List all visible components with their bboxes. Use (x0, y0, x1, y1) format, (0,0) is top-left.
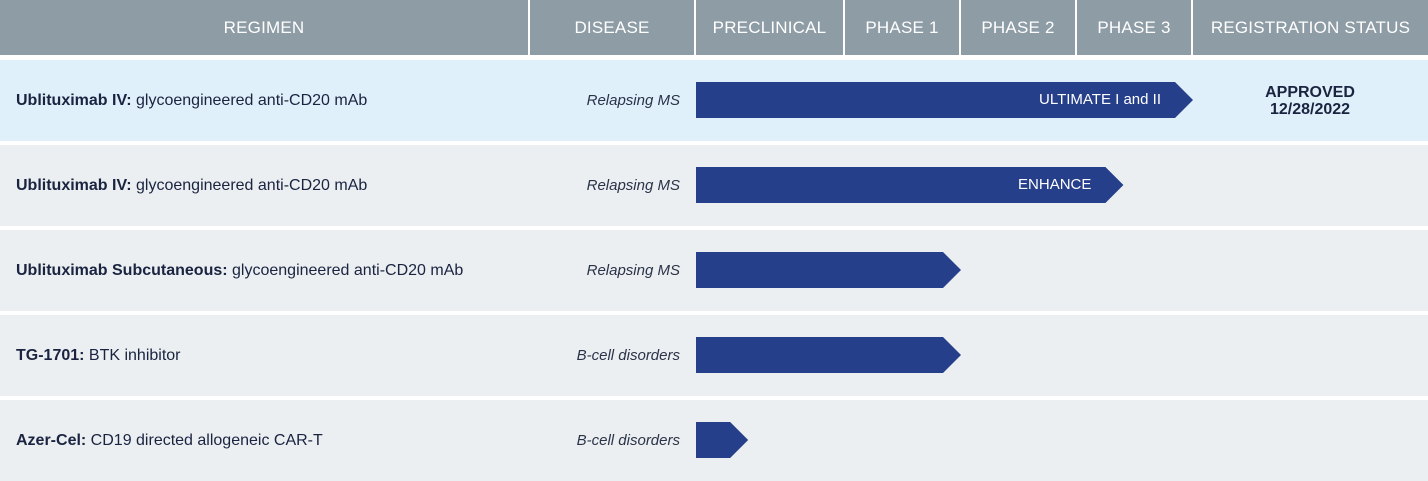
progress-bar (696, 252, 961, 288)
progress-arrow-shape (696, 82, 1193, 118)
progress-arrow (696, 82, 1193, 118)
progress-bar: ENHANCE (696, 167, 1124, 203)
progress-arrow-shape (696, 167, 1124, 203)
trial-name-label: ENHANCE (1018, 176, 1092, 193)
table-row: TG-1701: BTK inhibitor B-cell disorders (0, 315, 1428, 396)
regimen-name: Ublituximab IV: glycoengineered anti-CD2… (16, 60, 367, 141)
header-regimen: REGIMEN (0, 0, 528, 55)
regimen-description: glycoengineered anti-CD20 mAb (227, 261, 464, 279)
status-text: APPROVED (1265, 83, 1355, 101)
registration-status: APPROVED 12/28/2022 (1192, 60, 1428, 141)
regimen-bold: TG-1701: (16, 346, 85, 364)
progress-arrow-shape (696, 337, 961, 373)
regimen-name: Ublituximab Subcutaneous: glycoengineere… (16, 230, 463, 311)
regimen-description: glycoengineered anti-CD20 mAb (131, 176, 368, 194)
table-row: Ublituximab Subcutaneous: glycoengineere… (0, 230, 1428, 311)
disease-label: B-cell disorders (576, 347, 680, 364)
regimen-description: BTK inhibitor (84, 346, 181, 364)
progress-arrow-shape (696, 252, 961, 288)
header-disease: DISEASE (530, 0, 694, 55)
regimen-bold: Ublituximab IV: (16, 91, 132, 109)
regimen-bold: Ublituximab Subcutaneous: (16, 261, 228, 279)
disease-label: B-cell disorders (576, 432, 680, 449)
regimen-description: CD19 directed allogeneic CAR-T (86, 431, 323, 449)
header-registration-status: REGISTRATION STATUS (1193, 0, 1428, 55)
progress-arrow (696, 252, 961, 288)
table-row: Ublituximab IV: glycoengineered anti-CD2… (0, 145, 1428, 226)
header-phase-2: PHASE 2 (961, 0, 1075, 55)
regimen-name: TG-1701: BTK inhibitor (16, 315, 181, 396)
progress-arrow-shape (696, 422, 749, 458)
disease-label: Relapsing MS (586, 92, 680, 109)
progress-bar (696, 337, 961, 373)
disease-label: Relapsing MS (586, 177, 680, 194)
header-preclinical: PRECLINICAL (696, 0, 843, 55)
table-header: REGIMEN DISEASE PRECLINICAL PHASE 1 PHAS… (0, 0, 1428, 55)
progress-bar (696, 422, 749, 458)
disease-label: Relapsing MS (586, 262, 680, 279)
header-phase-1: PHASE 1 (845, 0, 959, 55)
table-row: Azer-Cel: CD19 directed allogeneic CAR-T… (0, 400, 1428, 481)
progress-arrow (696, 337, 961, 373)
progress-arrow (696, 167, 1124, 203)
progress-bar: ULTIMATE I and II (696, 82, 1193, 118)
header-phase-3: PHASE 3 (1077, 0, 1191, 55)
regimen-description: glycoengineered anti-CD20 mAb (131, 91, 368, 109)
status-date: 12/28/2022 (1269, 100, 1351, 118)
regimen-bold: Azer-Cel: (16, 431, 87, 449)
regimen-name: Azer-Cel: CD19 directed allogeneic CAR-T (16, 400, 323, 481)
regimen-name: Ublituximab IV: glycoengineered anti-CD2… (16, 145, 367, 226)
progress-arrow (696, 422, 749, 458)
trial-name-label: ULTIMATE I and II (1039, 91, 1161, 108)
table-row: Ublituximab IV: glycoengineered anti-CD2… (0, 60, 1428, 141)
regimen-bold: Ublituximab IV: (16, 176, 132, 194)
